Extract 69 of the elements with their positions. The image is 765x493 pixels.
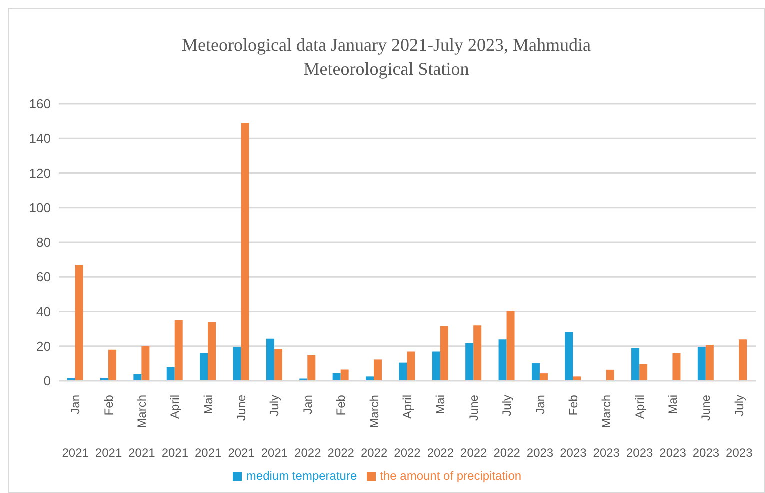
bar: [340, 370, 349, 381]
category-label: Jan 2022: [294, 395, 322, 460]
bar: [399, 362, 408, 381]
category-label: Mai 2021: [195, 395, 222, 460]
bar: [698, 347, 706, 381]
category-label: April 2023: [626, 395, 654, 460]
category-label: March 2023: [593, 395, 620, 460]
category-label: Jan 2023: [526, 395, 554, 460]
y-tick-label: 140: [29, 131, 51, 146]
bar: [233, 347, 242, 381]
chart-title: Meteorological data January 2021-July 2023, Mahmudia Meteorological Station: [181, 34, 592, 81]
bar: [332, 373, 341, 381]
bar: [466, 343, 474, 381]
y-tick-label: 80: [36, 235, 51, 250]
bar: [374, 360, 382, 381]
bar: [640, 364, 648, 381]
y-tick-label: 100: [29, 200, 51, 216]
y-tick-label: 20: [36, 338, 51, 354]
bar: [366, 376, 374, 381]
bar: [432, 352, 440, 381]
bar: [632, 348, 640, 381]
category-label: March 2021: [128, 395, 156, 460]
bar: [266, 338, 274, 381]
category-label: June 2023: [692, 395, 720, 460]
bar: [672, 353, 681, 381]
bar: [739, 340, 748, 381]
legend-label: the amount of precipitation: [380, 469, 522, 483]
category-label: March 2022: [360, 395, 388, 460]
category-label: April 2021: [162, 395, 189, 460]
category-label: July 2021: [261, 395, 288, 460]
bar: [108, 350, 116, 381]
bar: [474, 326, 482, 381]
bar: [506, 311, 515, 381]
y-tick-label: 0: [44, 374, 51, 389]
category-label: Jan 2021: [62, 395, 89, 460]
bar: [200, 353, 208, 381]
bar: [274, 348, 282, 381]
category-label: Feb 2021: [95, 395, 122, 460]
bar: [208, 322, 216, 381]
category-label: April 2022: [394, 395, 421, 460]
bar: [241, 123, 250, 381]
category-label: Mai 2022: [427, 395, 454, 460]
category-label: June 2021: [228, 395, 255, 460]
category-label: July 2023: [726, 395, 753, 460]
category-label: Feb 2023: [560, 395, 587, 460]
bar: [308, 355, 316, 381]
y-tick-label: 40: [36, 304, 51, 320]
category-label: Feb 2022: [328, 395, 354, 460]
category-label: Mai 2023: [660, 395, 686, 460]
bar: [606, 370, 614, 381]
category-label: July 2022: [494, 395, 520, 460]
bar: [573, 376, 582, 381]
bar: [407, 352, 416, 381]
bar: [532, 364, 540, 381]
bar: [540, 374, 548, 381]
bar: [174, 320, 183, 381]
bar: [142, 346, 150, 381]
legend-label: medium temperature: [246, 469, 358, 483]
category-label: June 2022: [460, 395, 488, 460]
bar: [498, 340, 507, 381]
y-tick-label: 120: [29, 166, 51, 181]
y-tick-label: 160: [29, 96, 51, 112]
bar: [134, 374, 142, 381]
bar: [166, 367, 175, 381]
bar: [440, 326, 448, 381]
bar: [75, 265, 84, 381]
bar: [706, 344, 714, 381]
bar: [565, 332, 574, 381]
y-tick-label: 60: [36, 270, 51, 285]
